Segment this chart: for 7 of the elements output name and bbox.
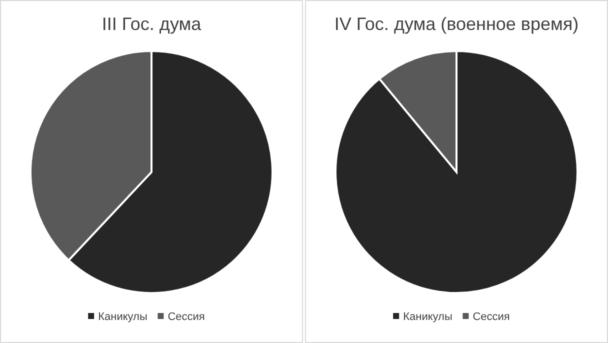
legend-label: Сессия xyxy=(472,311,510,323)
legend-label: Каникулы xyxy=(403,311,452,323)
chart-title: III Гос. дума xyxy=(102,14,202,34)
pie-slice xyxy=(334,50,578,294)
legend-label: Сессия xyxy=(168,311,205,323)
chart-title: IV Гос. дума (военное время) xyxy=(334,14,579,34)
legend-label: Каникулы xyxy=(98,311,148,323)
